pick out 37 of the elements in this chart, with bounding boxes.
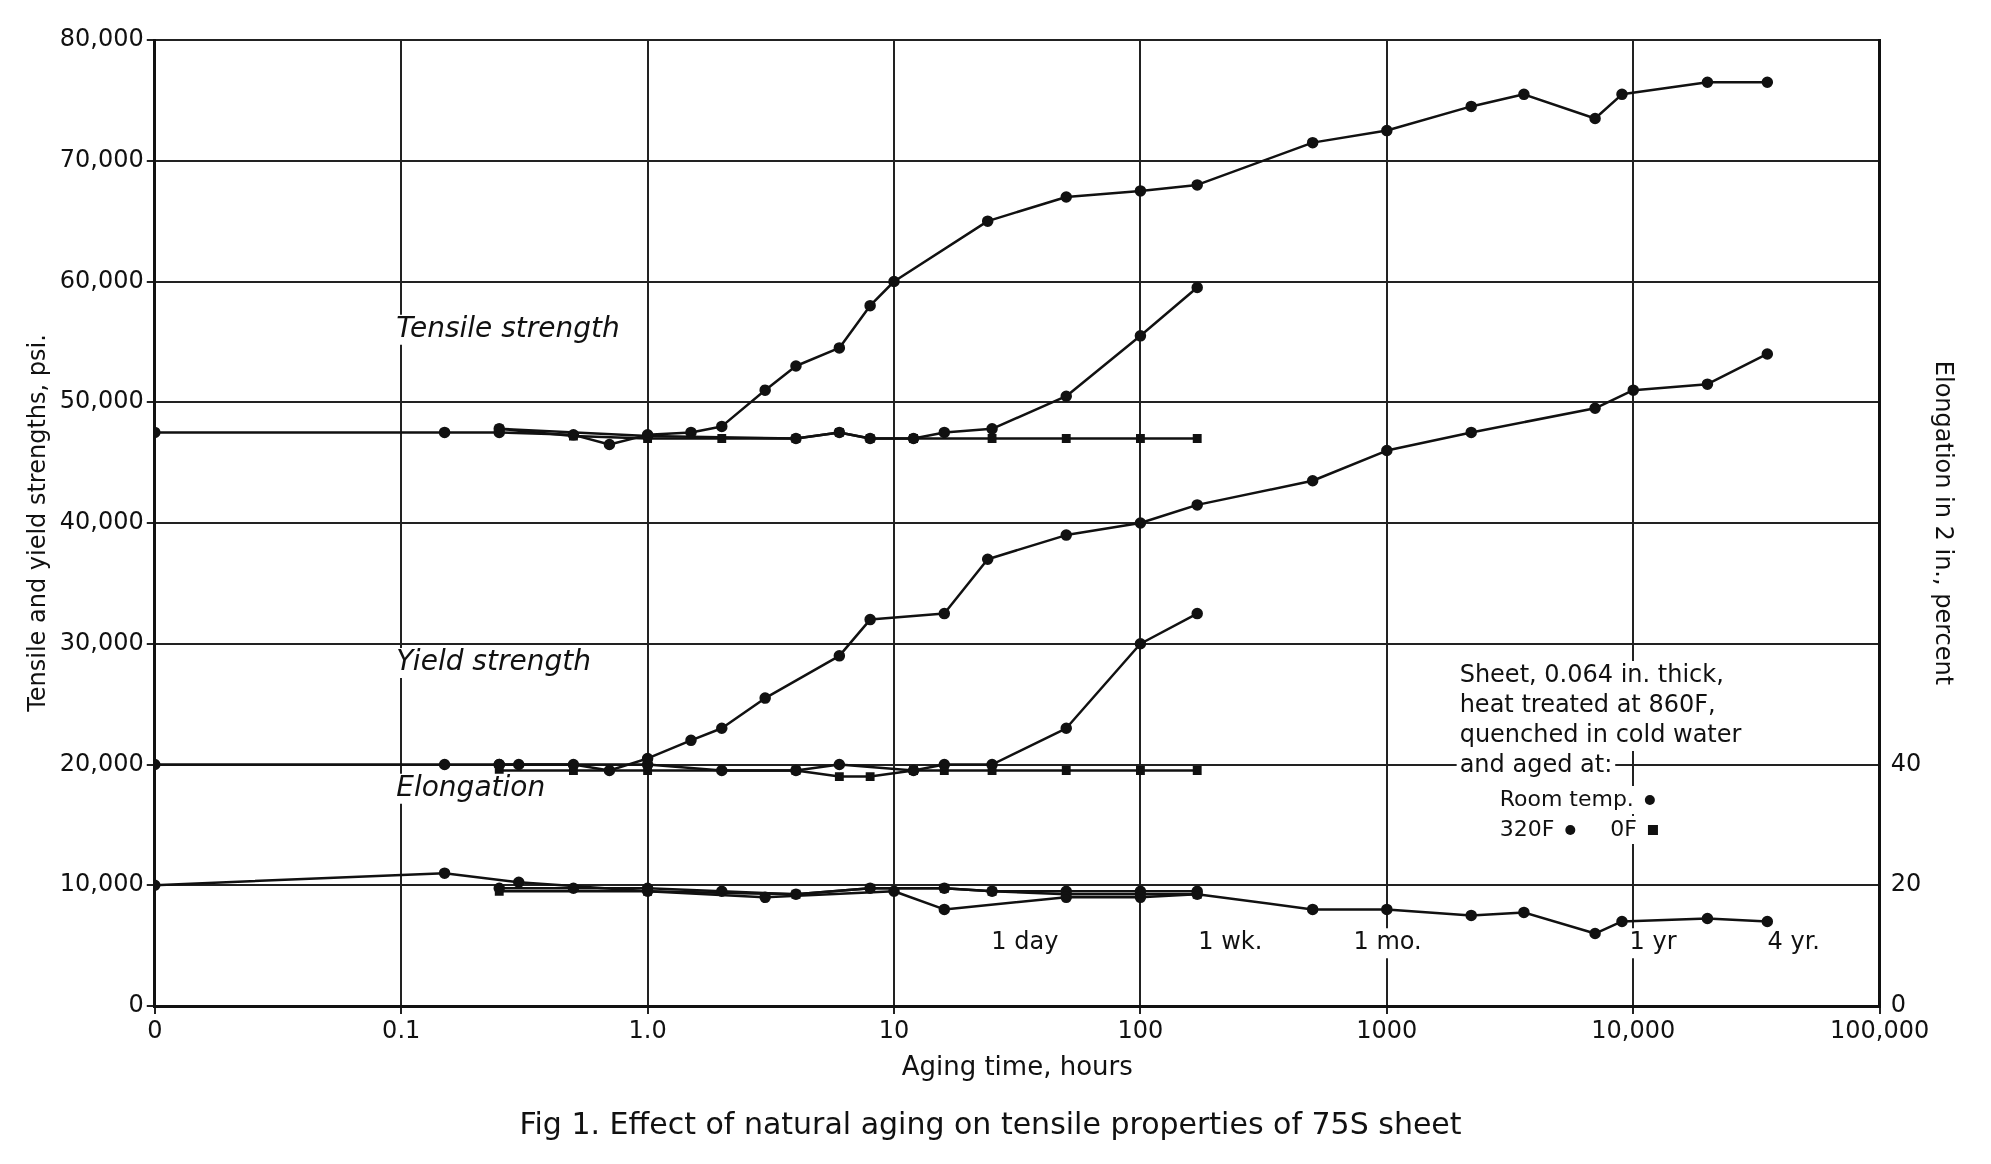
y-tick-label: 0 [128, 990, 144, 1019]
annotation: 1 mo. [1353, 927, 1422, 956]
annotation: Sheet, 0.064 in. thick, [1459, 660, 1724, 689]
annotation: Tensile strength [396, 311, 620, 345]
x-tick-label: 0 [147, 1015, 163, 1044]
legend-label: 0F [1610, 815, 1637, 841]
x-tick-label: 1000 [1356, 1015, 1418, 1044]
y-tick-label: 20,000 [59, 748, 144, 777]
annotation: Elongation [396, 769, 546, 803]
y-tick-label: 60,000 [59, 265, 144, 294]
x-tick-label: 0.1 [382, 1015, 421, 1044]
y2-axis-title: Elongation in 2 in., percent [1930, 360, 1959, 686]
x-tick-label: 100 [1117, 1015, 1164, 1044]
annotation: 1 wk. [1198, 927, 1263, 956]
y2-tick-label: 40 [1890, 748, 1922, 777]
x-tick-label: 1.0 [628, 1015, 667, 1044]
legend-label: 320F [1499, 815, 1555, 841]
annotation: quenched in cold water [1459, 720, 1742, 749]
y-tick-label: 50,000 [59, 386, 144, 415]
y-tick-label: 30,000 [59, 627, 144, 656]
text: Fig 1. Effect of natural aging on tensile properties of 75S sheet [519, 1105, 1462, 1141]
y-tick-label: 10,000 [59, 869, 144, 898]
x-tick-label: 10 [878, 1015, 910, 1044]
legend-label: Room temp. [1499, 785, 1634, 811]
y2-tick-label: 20 [1890, 869, 1922, 898]
annotation: heat treated at 860F, [1459, 690, 1716, 719]
y-tick-label: 40,000 [59, 507, 144, 536]
y-tick-label: 70,000 [59, 144, 144, 173]
x-axis-title: Aging time, hours [901, 1051, 1133, 1082]
annotation: Yield strength [396, 644, 591, 678]
x-tick-label: 10,000 [1591, 1015, 1676, 1044]
y-tick-label: 80,000 [59, 24, 144, 53]
annotation: 1 day [991, 927, 1059, 956]
annotation: and aged at: [1459, 750, 1613, 779]
y-axis-title: Tensile and yield strengths, psi. [22, 334, 51, 713]
annotation: 1 yr [1629, 927, 1677, 956]
annotation: 4 yr. [1767, 927, 1820, 956]
